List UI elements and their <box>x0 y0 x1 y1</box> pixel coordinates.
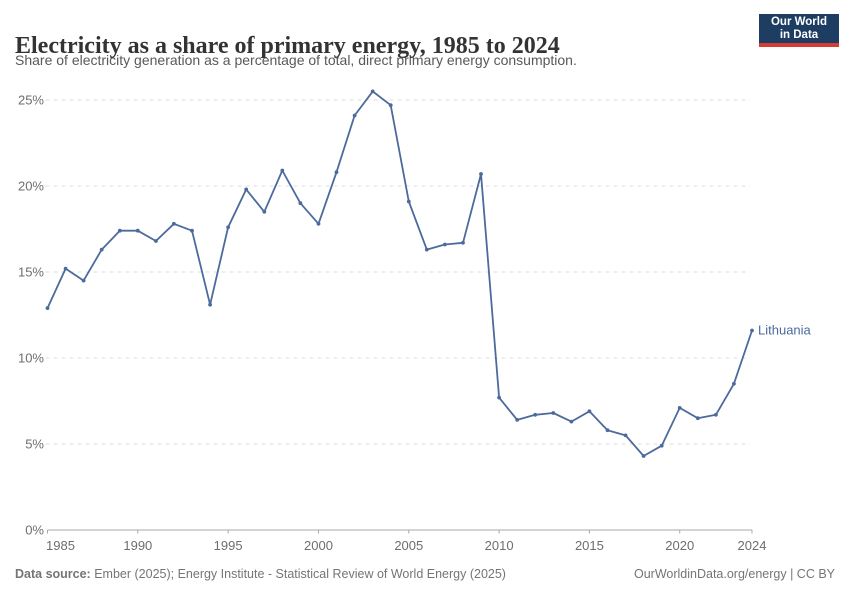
chart-footer: Data source: Ember (2025); Energy Instit… <box>15 567 835 581</box>
page-subtitle: Share of electricity generation as a per… <box>15 52 577 68</box>
data-source-text: Ember (2025); Energy Institute - Statist… <box>90 567 506 581</box>
license-link[interactable]: OurWorldinData.org/energy | CC BY <box>633 567 835 581</box>
owid-logo-line2: in Data <box>779 28 819 41</box>
data-point[interactable] <box>208 302 213 307</box>
data-point[interactable] <box>695 416 700 421</box>
owid-logo[interactable]: Our World in Data <box>759 14 839 47</box>
data-point[interactable] <box>750 328 754 333</box>
data-point[interactable] <box>677 406 682 410</box>
data-point[interactable] <box>406 199 411 204</box>
x-tick-label: 1985 <box>46 538 75 553</box>
data-point[interactable] <box>298 201 303 206</box>
y-tick-label: 20% <box>18 179 44 194</box>
data-point[interactable] <box>424 247 429 252</box>
data-point[interactable] <box>569 419 574 424</box>
data-point[interactable] <box>443 242 447 247</box>
x-tick-label: 1995 <box>214 538 243 553</box>
data-point[interactable] <box>154 239 158 243</box>
data-point[interactable] <box>714 412 718 417</box>
owid-logo-line1: Our World <box>770 15 827 28</box>
data-point[interactable] <box>479 172 483 176</box>
data-point[interactable] <box>370 89 375 94</box>
data-point[interactable] <box>732 381 736 386</box>
data-point[interactable] <box>641 454 646 458</box>
y-tick-label: 0% <box>25 523 44 538</box>
data-point[interactable] <box>352 113 357 118</box>
data-point[interactable] <box>81 278 86 283</box>
x-tick-label: 2024 <box>738 538 767 553</box>
data-point[interactable] <box>587 409 592 414</box>
data-point[interactable] <box>172 221 176 226</box>
x-tick-label: 2020 <box>665 538 694 553</box>
data-source-label: Data source: <box>15 567 91 581</box>
y-tick-label: 10% <box>18 351 44 366</box>
data-point[interactable] <box>659 443 664 448</box>
data-point[interactable] <box>623 433 628 438</box>
series-end-label[interactable]: Lithuania <box>758 322 812 337</box>
data-point[interactable] <box>334 170 339 175</box>
data-point[interactable] <box>388 103 393 108</box>
data-point[interactable] <box>99 247 104 252</box>
data-point[interactable] <box>461 240 465 245</box>
x-tick-label: 2000 <box>304 538 333 553</box>
data-point[interactable] <box>226 225 231 230</box>
page-title: Electricity as a share of primary energy… <box>15 33 560 60</box>
data-point[interactable] <box>515 418 520 422</box>
x-tick-label: 2010 <box>485 538 514 553</box>
y-tick-label: 25% <box>18 93 44 108</box>
x-tick-label: 1990 <box>123 538 152 553</box>
data-point[interactable] <box>190 228 194 233</box>
data-point[interactable] <box>63 266 68 271</box>
data-point[interactable] <box>117 228 122 233</box>
data-point[interactable] <box>605 428 610 433</box>
data-point[interactable] <box>497 395 501 400</box>
y-tick-label: 15% <box>18 265 44 280</box>
x-tick-label: 2015 <box>575 538 604 553</box>
data-point[interactable] <box>551 411 556 415</box>
data-point[interactable] <box>262 209 267 214</box>
trend-line[interactable] <box>46 90 753 457</box>
x-tick-label: 2005 <box>394 538 423 553</box>
data-point[interactable] <box>280 168 285 173</box>
data-point[interactable] <box>316 221 321 226</box>
y-tick-label: 5% <box>25 437 44 452</box>
data-point[interactable] <box>135 228 140 233</box>
data-source-note: Data source: Ember (2025); Energy Instit… <box>15 567 506 581</box>
data-point[interactable] <box>244 187 249 192</box>
data-point[interactable] <box>533 412 538 417</box>
data-point[interactable] <box>45 306 50 310</box>
